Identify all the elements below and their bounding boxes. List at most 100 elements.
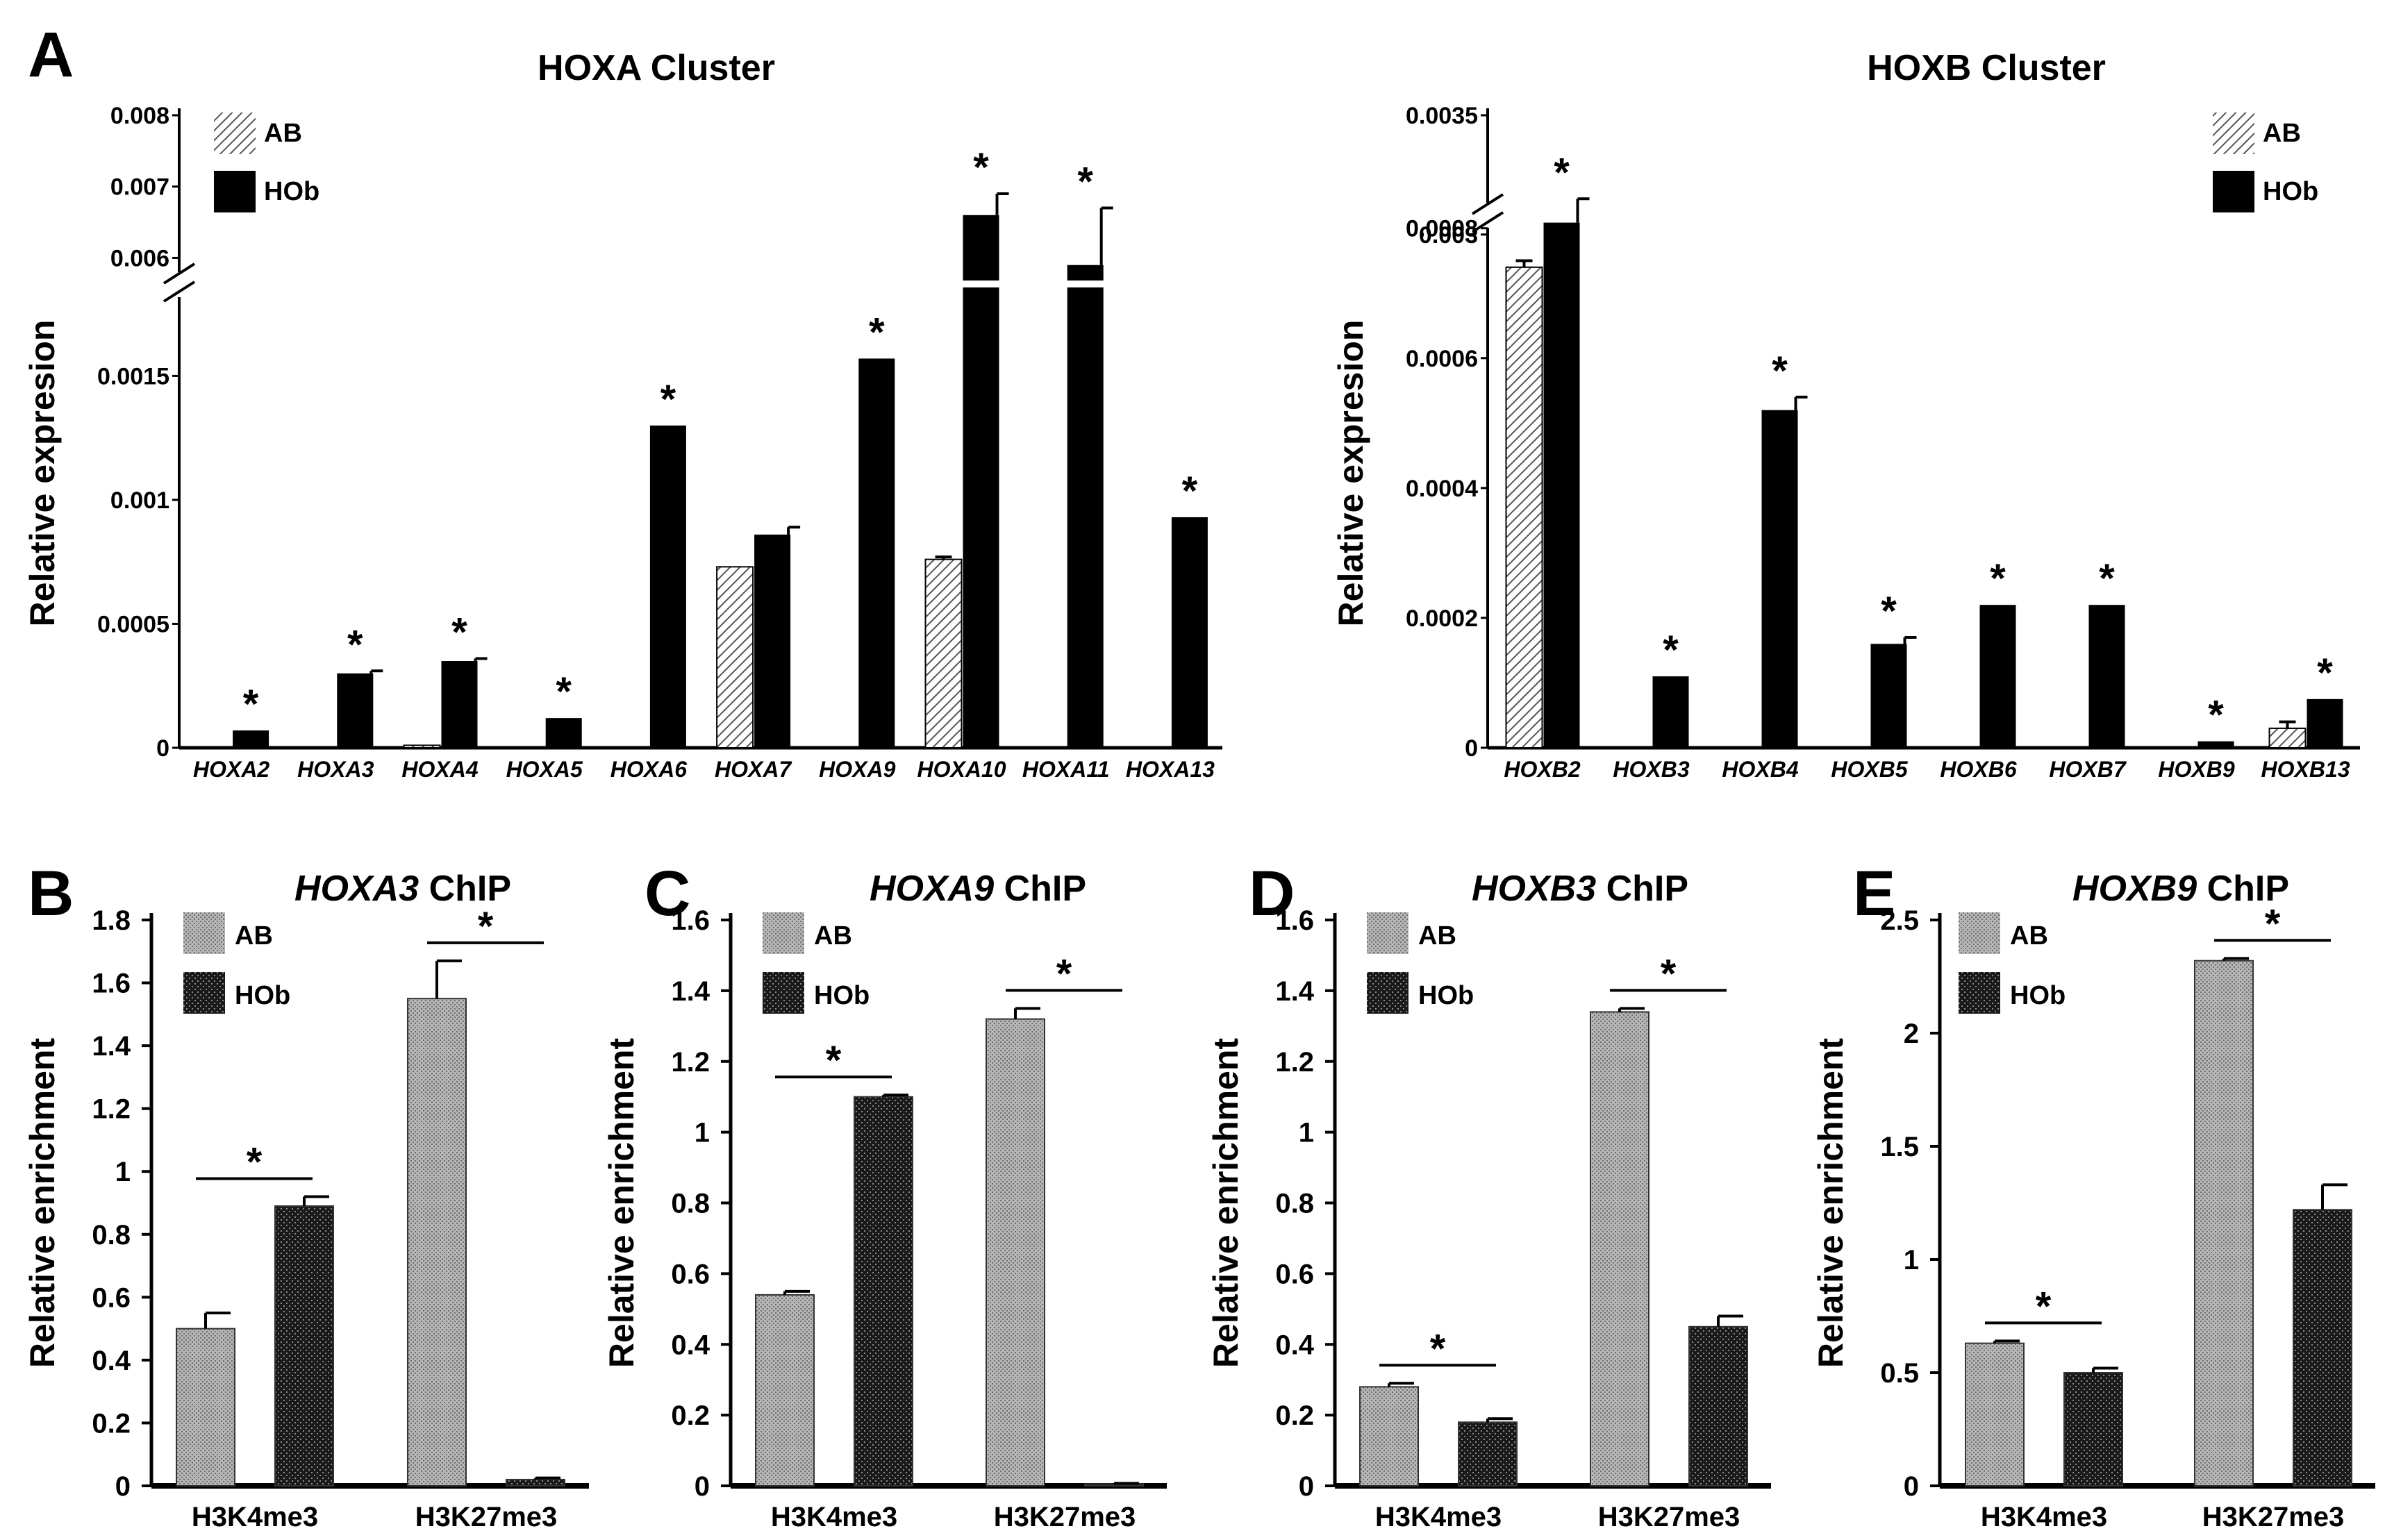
bar-hob (337, 673, 374, 748)
y-tick-label: 0.2 (1275, 1400, 1314, 1431)
y-tick-label: 0.0035 (1406, 103, 1478, 129)
y-tick-label: 0.0008 (1406, 216, 1478, 242)
y-tick-label: 0.007 (110, 174, 169, 201)
significance-star: * (243, 682, 259, 727)
axis-break-mark (1471, 193, 1504, 215)
y-tick-label: 0.8 (1275, 1189, 1314, 1219)
bar-hob (233, 730, 269, 748)
category-label: HOXA7 (715, 757, 792, 782)
y-axis-label: Relative enrichment (1811, 1038, 1850, 1369)
y-tick-label: 1.8 (92, 905, 131, 936)
y-tick-label: 1.2 (671, 1047, 710, 1078)
bar-hob (1688, 1325, 1748, 1487)
significance-star: * (478, 904, 494, 949)
y-tick-label: 0.5 (1880, 1358, 1919, 1389)
category-label: H3K4me3 (771, 1502, 897, 1532)
y-tick-label: 1.6 (671, 905, 710, 936)
bar-hob (274, 1205, 334, 1487)
panel-letter: B (28, 858, 74, 929)
category-label: H3K27me3 (1598, 1502, 1740, 1532)
significance-star: * (451, 610, 467, 655)
legend-swatch-hob (763, 972, 804, 1014)
chart-title: HOXA Cluster (538, 48, 775, 88)
bar-hob (1652, 676, 1689, 748)
legend-label-ab: AB (2010, 921, 2048, 951)
legend-swatch-hob (2213, 171, 2254, 212)
legend-label-hob: HOb (814, 981, 870, 1010)
category-label: HOXA10 (917, 757, 1006, 782)
significance-star: * (556, 669, 572, 714)
y-tick-label: 2.5 (1880, 905, 1919, 936)
legend-label-hob: HOb (2010, 981, 2066, 1010)
bar-ab (1359, 1386, 1419, 1487)
category-label: HOXB6 (1940, 757, 2016, 782)
title-gene: HOXA9 (870, 869, 994, 909)
bar-hob (2307, 698, 2343, 748)
category-label: HOXA4 (401, 757, 478, 782)
legend-label-hob: HOb (1418, 981, 1474, 1010)
y-tick-label: 0.2 (671, 1400, 710, 1431)
bar-ab (407, 998, 467, 1487)
category-label: HOXB5 (1831, 757, 1908, 782)
legend-label-ab: AB (264, 119, 302, 148)
significance-star: * (1661, 951, 1677, 996)
bar-ab (2194, 960, 2254, 1487)
category-label: HOXA9 (819, 757, 895, 782)
title-suffix: ChIP (419, 869, 511, 909)
legend-label-hob: HOb (2263, 177, 2318, 206)
significance-star: * (1554, 150, 1570, 195)
legend-swatch-ab (2213, 112, 2254, 154)
y-tick-label: 1.6 (1275, 905, 1314, 936)
title-gene: HOXA3 (294, 869, 419, 909)
significance-star: * (2099, 556, 2115, 601)
bar-ab (1965, 1342, 2025, 1487)
bar-hob (649, 425, 686, 748)
bar-hob (1543, 222, 1580, 748)
y-tick-label: 0.8 (92, 1220, 131, 1250)
significance-star: * (1881, 589, 1897, 634)
significance-star: * (869, 310, 885, 355)
y-tick-label: 0.0006 (1406, 346, 1478, 372)
y-tick-label: 1.6 (92, 969, 131, 999)
bar-ab (924, 558, 963, 749)
bar-hob (754, 534, 791, 748)
axis-break-mark (1471, 211, 1504, 233)
chart-5: 0 0.5 1 1.5 2 2.5 Relative enrichment HOXB9 ChI… (1811, 858, 2375, 1532)
panel-letter: D (1249, 858, 1295, 929)
legend-label-hob: HOb (235, 981, 290, 1010)
legend-swatch-hob (183, 972, 225, 1014)
category-label: H3K27me3 (994, 1502, 1136, 1532)
category-label: HOXA5 (506, 757, 583, 782)
y-tick-label: 1.2 (92, 1094, 131, 1125)
category-label: H3K27me3 (2202, 1502, 2345, 1532)
significance-star: * (347, 622, 363, 667)
bar-hob (1979, 605, 2016, 748)
chart-title: HOXA3 ChIP (294, 869, 511, 909)
category-label: HOXA6 (610, 757, 687, 782)
category-label: HOXA3 (297, 757, 374, 782)
significance-star: * (1663, 628, 1679, 673)
y-tick-label: 0.2 (92, 1408, 131, 1439)
bar-hob (545, 718, 582, 748)
category-label: HOXA2 (193, 757, 269, 782)
bar-hob (1870, 644, 1907, 748)
category-label: H3K4me3 (1981, 1502, 2107, 1532)
chart-2: 0 0.2 0.4 0.6 0.8 1 1.2 1.4 1.6 1.8 Relative enric… (23, 858, 589, 1532)
significance-star: * (1990, 556, 2006, 601)
y-tick-label: 0.6 (92, 1282, 131, 1313)
significance-star: * (1772, 349, 1788, 394)
y-tick-label: 1 (695, 1118, 710, 1148)
y-tick-label: 0.6 (671, 1259, 710, 1289)
y-tick-label: 0.8 (671, 1189, 710, 1219)
y-tick-label: 0.008 (110, 103, 169, 129)
bar-hob (858, 358, 895, 748)
y-tick-label: 0.0005 (97, 611, 169, 637)
y-tick-label: 0.001 (110, 487, 169, 514)
bar-hob (1171, 517, 1208, 748)
y-tick-label: 1.4 (1275, 976, 1314, 1007)
bar-hob (2088, 605, 2125, 748)
y-axis-label: Relative expresion (23, 320, 62, 627)
y-tick-label: 0 (1465, 735, 1478, 762)
y-tick-label: 0.4 (92, 1346, 131, 1376)
